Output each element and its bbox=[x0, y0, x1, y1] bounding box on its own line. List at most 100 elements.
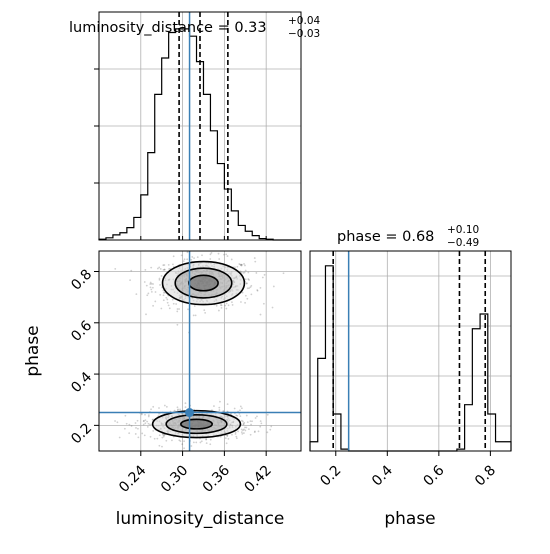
sample-point bbox=[163, 264, 166, 266]
sample-point bbox=[200, 440, 203, 443]
sample-point bbox=[158, 266, 161, 269]
sample-point bbox=[154, 300, 157, 303]
sample-point bbox=[244, 429, 247, 432]
sample-point bbox=[238, 412, 241, 415]
sample-point bbox=[231, 433, 233, 436]
sample-point bbox=[154, 291, 157, 293]
sample-point bbox=[215, 304, 218, 307]
sample-point bbox=[142, 419, 145, 422]
sample-point bbox=[171, 439, 173, 442]
sample-point bbox=[240, 428, 243, 431]
sample-point bbox=[171, 298, 174, 301]
tick-labels: 0.24 0.30 0.36 0.42 0.2 0.2 0.4 0.4 0.6 0.6 0.8 0.8 bbox=[68, 266, 499, 495]
sample-point bbox=[235, 414, 238, 417]
x-tick-label-phase: 0.2 bbox=[317, 462, 344, 489]
sample-point bbox=[168, 307, 171, 310]
sample-point bbox=[163, 434, 166, 436]
sample-point bbox=[176, 323, 179, 326]
sample-point bbox=[249, 420, 252, 423]
sample-point bbox=[201, 254, 203, 257]
sample-point bbox=[240, 431, 243, 434]
sample-point bbox=[166, 301, 169, 304]
sample-point bbox=[162, 299, 165, 302]
sample-point bbox=[178, 439, 181, 442]
truth-marker bbox=[185, 408, 195, 418]
sample-point bbox=[196, 256, 199, 258]
sample-point bbox=[254, 260, 257, 263]
sample-point bbox=[184, 406, 187, 409]
sample-point bbox=[153, 437, 156, 440]
sample-point bbox=[247, 278, 250, 280]
sample-point bbox=[129, 279, 131, 282]
sample-point bbox=[239, 415, 242, 418]
sample-point bbox=[149, 283, 152, 285]
sample-point bbox=[205, 438, 207, 441]
sample-point bbox=[147, 292, 150, 295]
sample-point bbox=[256, 289, 259, 292]
sample-point bbox=[125, 422, 128, 425]
density-level bbox=[180, 419, 213, 429]
histogram-luminosity-distance bbox=[98, 28, 301, 241]
sample-point bbox=[176, 406, 179, 409]
sample-point bbox=[192, 314, 195, 317]
sample-point bbox=[233, 407, 236, 410]
y-tick-label-phase: 0.6 bbox=[68, 318, 95, 345]
sample-point bbox=[244, 278, 247, 281]
sample-point bbox=[244, 264, 246, 267]
sample-point bbox=[253, 431, 256, 434]
contour-level bbox=[174, 267, 233, 299]
x-axis-label-luminosity-distance: luminosity_distance bbox=[116, 509, 285, 529]
sample-point bbox=[179, 440, 182, 442]
sample-point bbox=[135, 293, 138, 296]
density-level bbox=[188, 275, 219, 291]
sample-point bbox=[254, 417, 257, 419]
sample-point bbox=[225, 253, 228, 256]
sample-point bbox=[175, 303, 178, 305]
sample-point bbox=[244, 426, 246, 429]
sample-point bbox=[130, 425, 133, 427]
sample-point bbox=[147, 414, 150, 417]
sample-point bbox=[156, 437, 159, 440]
sample-point bbox=[150, 290, 153, 293]
sample-point bbox=[161, 445, 163, 448]
sample-point bbox=[135, 427, 137, 429]
sample-point bbox=[186, 258, 189, 261]
sample-point bbox=[163, 268, 166, 271]
sample-point bbox=[195, 441, 198, 444]
credible-contours bbox=[151, 260, 246, 439]
sample-point bbox=[226, 434, 229, 437]
sample-point bbox=[240, 419, 243, 422]
x-tick-label-distance: 0.42 bbox=[242, 462, 275, 495]
sample-point bbox=[116, 421, 119, 424]
sample-point bbox=[242, 271, 245, 274]
sample-point bbox=[218, 409, 221, 411]
sample-point bbox=[249, 433, 252, 436]
sample-point bbox=[219, 435, 222, 438]
sample-point bbox=[163, 404, 166, 407]
sample-point bbox=[220, 307, 223, 309]
sample-point bbox=[137, 436, 140, 439]
sample-point bbox=[152, 304, 154, 307]
sample-point bbox=[123, 427, 126, 430]
sample-point bbox=[205, 442, 208, 444]
sample-point bbox=[210, 252, 213, 254]
sample-point bbox=[259, 420, 262, 423]
sample-point bbox=[239, 270, 242, 273]
sample-point bbox=[144, 419, 147, 422]
sample-point bbox=[162, 294, 165, 297]
sample-point bbox=[224, 304, 227, 307]
sample-point bbox=[146, 294, 149, 297]
sample-point bbox=[248, 287, 251, 290]
title-dist-minus: −0.03 bbox=[288, 28, 320, 40]
sample-point bbox=[165, 296, 168, 299]
sample-point bbox=[166, 298, 169, 301]
sample-point bbox=[248, 279, 250, 281]
sample-point bbox=[266, 413, 269, 416]
panel-frame-joint bbox=[98, 250, 302, 452]
sample-point bbox=[158, 277, 161, 280]
sample-point bbox=[158, 412, 160, 415]
sample-point bbox=[226, 255, 229, 257]
sample-point bbox=[140, 413, 143, 416]
sample-point bbox=[183, 258, 186, 261]
sample-point bbox=[260, 422, 263, 425]
